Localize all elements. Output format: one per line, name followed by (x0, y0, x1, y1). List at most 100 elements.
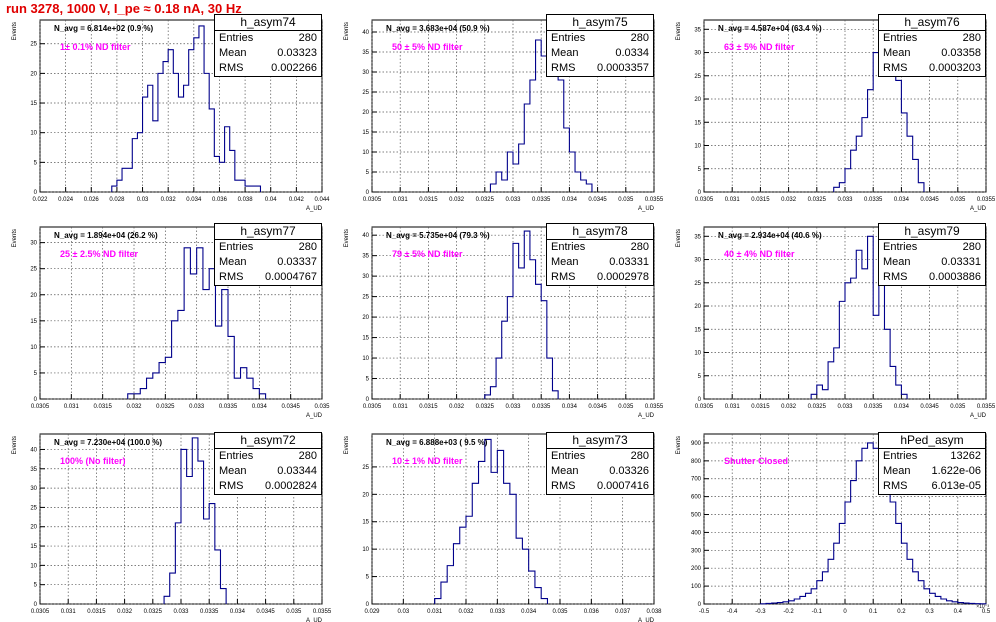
histogram-outline (163, 437, 227, 604)
x-tick-label: 0.024 (58, 197, 74, 203)
x-tick-label: 0.3 (925, 609, 934, 615)
x-tick-label: 0.033 (505, 197, 521, 203)
rms-label: RMS (551, 271, 576, 283)
x-tick-label: 0.029 (364, 609, 380, 615)
x-tick-label: 0.031 (427, 609, 443, 615)
x-tick-label: 0.034 (894, 197, 910, 203)
stats-box: hPed_asym Entries 13262 Mean 1.622e-06 RMS… (878, 432, 986, 495)
x-tick-label: 0.0305 (31, 404, 50, 410)
y-tick-label: 40 (362, 233, 369, 239)
stats-box: h_asym77 Entries 280 Mean 0.03337 RMS 0.000… (214, 223, 322, 286)
y-tick-label: 0 (698, 602, 702, 608)
x-tick-label: 0.031 (61, 609, 77, 615)
x-tick-label: 0.0355 (977, 404, 996, 410)
x-tick-label: 0.4 (954, 609, 963, 615)
histogram-outline (434, 438, 549, 604)
x-tick-label: 0.034 (894, 404, 910, 410)
x-axis-label: A_UD (306, 618, 323, 622)
stats-box: h_asym76 Entries 280 Mean 0.03358 RMS 0.000… (878, 14, 986, 77)
entries-label: Entries (883, 450, 918, 462)
x-tick-label: 0.036 (212, 197, 228, 203)
x-tick-label: 0.032 (449, 404, 465, 410)
stats-box: h_asym73 Entries 280 Mean 0.03326 RMS 0.000… (546, 432, 654, 495)
x-tick-label: 0.0335 (864, 197, 883, 203)
y-tick-label: 600 (691, 495, 702, 501)
y-tick-label: 200 (691, 566, 702, 572)
x-tick-label: 0.033 (189, 404, 205, 410)
x-tick-label: 0.0315 (751, 197, 770, 203)
entries-label: Entries (219, 32, 254, 44)
x-axis-label: A_UD (306, 413, 323, 419)
y-tick-label: 5 (698, 167, 702, 173)
x-tick-label: 0 (843, 609, 847, 615)
entries-value: 13262 (950, 450, 981, 462)
x-tick-label: 0.0355 (977, 197, 996, 203)
mean-value: 0.03344 (277, 465, 317, 477)
histogram-outline (127, 247, 267, 399)
y-tick-label: 40 (30, 447, 37, 453)
x-tick-label: 0.0325 (808, 404, 827, 410)
x-tick-label: 0.0305 (695, 404, 714, 410)
rms-label: RMS (219, 62, 244, 74)
entries-value: 280 (962, 241, 981, 253)
run-title: run 3278, 1000 V, I_pe ≈ 0.18 nA, 30 Hz (6, 1, 242, 16)
x-tick-label: 0.032 (781, 197, 797, 203)
rms-value: 0.0004767 (265, 271, 317, 283)
x-tick-label: 0.0335 (532, 404, 551, 410)
y-tick-label: 15 (362, 520, 369, 526)
y-axis-label: Events (676, 229, 682, 247)
x-tick-label: 0.033 (837, 404, 853, 410)
rms-value: 0.0002824 (265, 480, 317, 492)
stats-box: h_asym72 Entries 280 Mean 0.03344 RMS 0.000… (214, 432, 322, 495)
y-tick-label: 0 (698, 190, 702, 196)
stats-box: h_asym78 Entries 280 Mean 0.03331 RMS 0.000… (546, 223, 654, 286)
mean-label: Mean (219, 465, 247, 477)
x-tick-label: 0.031 (64, 404, 80, 410)
entries-label: Entries (551, 241, 586, 253)
x-tick-label: 0.031 (725, 197, 741, 203)
filter-note: 10 ± 1% ND filter (392, 456, 463, 466)
rms-value: 0.0003357 (597, 62, 649, 74)
x-tick-label: 0.2 (897, 609, 906, 615)
histogram-name: h_asym72 (215, 433, 321, 449)
y-tick-label: 30 (362, 274, 369, 280)
mean-label: Mean (883, 256, 911, 268)
x-tick-label: -0.2 (783, 609, 794, 615)
mean-value: 0.0334 (615, 47, 649, 59)
stats-box: h_asym79 Entries 280 Mean 0.03331 RMS 0.000… (878, 223, 986, 286)
x-tick-label: -0.5 (699, 609, 710, 615)
y-tick-label: 15 (30, 319, 37, 325)
x-tick-label: 0.0345 (256, 609, 275, 615)
filter-note: 100% (No filter) (60, 456, 126, 466)
histogram-panel-ped: -0.5 -0.4 -0.3 -0.2 -0.1 0 0.1 0.2 0.3 0.4 0.5 0 100… (664, 432, 996, 622)
rms-label: RMS (883, 62, 908, 74)
y-tick-label: 20 (30, 525, 37, 531)
entries-value: 280 (962, 32, 981, 44)
x-tick-label: 0.0315 (93, 404, 112, 410)
mean-value: 0.03358 (941, 47, 981, 59)
x-tick-label: 0.036 (584, 609, 600, 615)
histogram-panel-asym72: 0.0305 0.031 0.0315 0.032 0.0325 0.033 0.0335 0… (0, 432, 332, 622)
filter-note: 50 ± 5% ND filter (392, 42, 463, 52)
y-tick-label: 0 (366, 602, 370, 608)
mean-label: Mean (219, 256, 247, 268)
histogram-outline (759, 442, 987, 605)
x-tick-label: 0.034 (562, 404, 578, 410)
x-tick-label: 0.038 (238, 197, 254, 203)
y-tick-label: 30 (362, 70, 369, 76)
y-tick-label: 25 (30, 505, 37, 511)
rms-label: RMS (551, 62, 576, 74)
histogram-panel-asym74: 0.022 0.024 0.026 0.028 0.03 0.032 0.034 0.036 0… (0, 14, 332, 212)
y-tick-label: 5 (34, 583, 38, 589)
y-tick-label: 25 (30, 267, 37, 273)
histogram-name: h_asym78 (547, 224, 653, 240)
mean-value: 0.03337 (277, 256, 317, 268)
y-tick-label: 10 (362, 150, 369, 156)
x-tick-label: 0.035 (314, 404, 330, 410)
filter-note: 1± 0.1% ND filter (60, 42, 131, 52)
entries-label: Entries (219, 450, 254, 462)
entries-value: 280 (298, 32, 317, 44)
y-tick-label: 30 (694, 258, 701, 264)
y-tick-label: 30 (30, 486, 37, 492)
x-tick-label: 0.0325 (156, 404, 175, 410)
